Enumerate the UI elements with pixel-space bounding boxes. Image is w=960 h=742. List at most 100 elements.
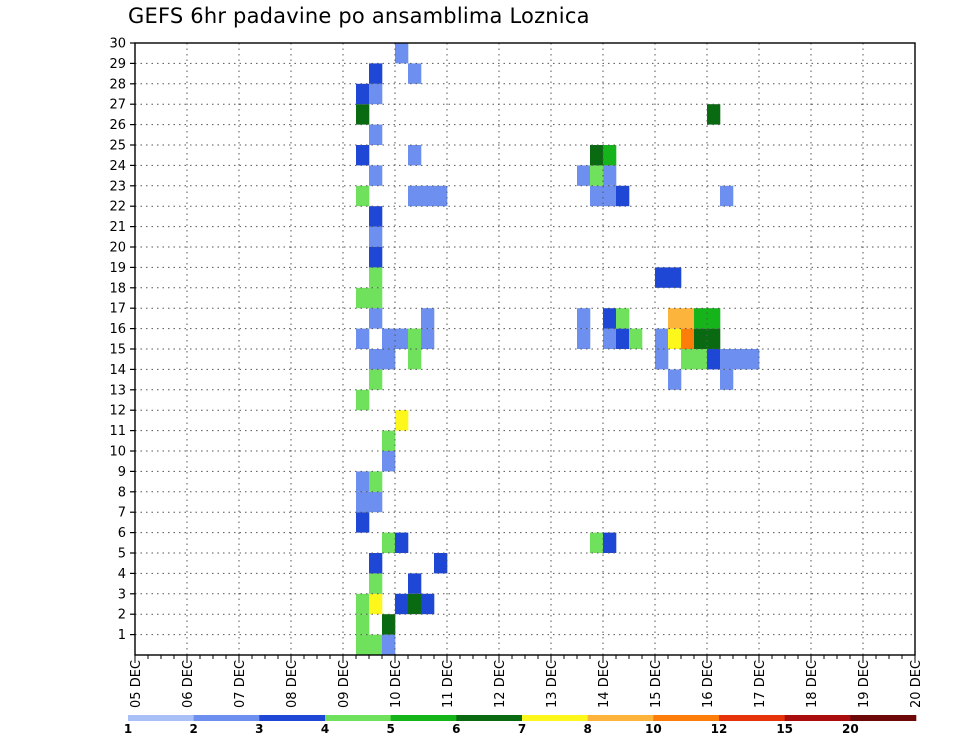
heat-cell [434, 553, 448, 574]
legend-swatch [193, 715, 260, 721]
y-tick-label: 18 [109, 281, 126, 296]
heat-cell [733, 349, 747, 370]
heat-cell [681, 328, 695, 349]
heat-cell [369, 491, 383, 513]
heat-cell [421, 328, 435, 349]
x-tick-label: 07 DEC [233, 660, 248, 708]
x-tick-label: 18 DEC [805, 660, 820, 708]
heat-cell [590, 145, 604, 166]
x-tick-label: 14 DEC [597, 660, 612, 708]
heat-cell [668, 267, 682, 288]
heat-cell [629, 328, 643, 349]
heat-cell [668, 328, 682, 349]
legend-swatch [259, 715, 326, 721]
y-tick-label: 10 [109, 445, 126, 460]
heat-cell [577, 308, 591, 329]
heat-cell [395, 328, 409, 349]
legend-swatch [456, 715, 523, 721]
x-tick-label: 13 DEC [545, 660, 560, 708]
heat-cell [590, 185, 604, 207]
legend-label: 8 [583, 722, 591, 736]
x-tick-label: 19 DEC [857, 660, 872, 708]
heat-cell [395, 593, 409, 615]
heat-cell [369, 165, 383, 186]
heat-cell [369, 349, 383, 370]
heat-cell [369, 267, 383, 288]
heat-cell [356, 104, 370, 125]
x-tick-label: 12 DEC [493, 660, 508, 708]
legend-label: 10 [645, 722, 662, 736]
heat-cell [369, 634, 383, 655]
heat-cell [408, 593, 422, 615]
heat-cell [577, 165, 591, 186]
cells-layer [356, 43, 760, 655]
heat-cell [616, 185, 630, 207]
heat-cell [434, 185, 448, 207]
heat-cell [603, 165, 617, 186]
heat-cell [408, 63, 422, 84]
heat-cell [382, 634, 396, 655]
heat-cell [720, 185, 734, 207]
y-tick-label: 21 [109, 220, 126, 235]
legend-label: 20 [842, 722, 859, 736]
legend-label: 5 [386, 722, 394, 736]
y-tick-label: 23 [109, 179, 126, 194]
heat-cell [590, 165, 604, 186]
x-tick-label: 16 DEC [701, 660, 716, 708]
x-tick-label: 17 DEC [753, 660, 768, 708]
heat-cell [694, 308, 708, 329]
y-tick-label: 28 [109, 77, 126, 92]
heat-cell [408, 349, 422, 370]
y-tick-label: 22 [109, 200, 126, 215]
y-tick-label: 3 [118, 587, 126, 602]
y-tick-label: 25 [109, 139, 126, 154]
legend-label: 4 [321, 722, 329, 736]
grid-layer [135, 43, 915, 655]
heat-cell [616, 328, 630, 349]
heat-cell [356, 185, 370, 207]
x-tick-label: 20 DEC [909, 660, 924, 708]
heat-cell [369, 308, 383, 329]
y-tick-label: 30 [109, 37, 126, 52]
heat-cell [382, 328, 396, 349]
heat-cell [356, 83, 370, 105]
heat-cell [694, 349, 708, 370]
heat-cell [356, 512, 370, 533]
y-tick-label: 7 [118, 506, 126, 521]
x-tick-label: 10 DEC [389, 660, 404, 708]
legend-swatch [784, 715, 851, 721]
heat-cell [408, 145, 422, 166]
y-tick-label: 17 [109, 302, 126, 317]
heat-cell [356, 593, 370, 615]
heat-cell [668, 308, 682, 329]
heat-cell [603, 328, 617, 349]
y-axis: 1234567891011121314151617181920212223242… [109, 37, 135, 643]
legend-swatch [325, 715, 391, 721]
y-tick-label: 13 [109, 383, 126, 398]
heat-cell [668, 369, 682, 390]
heat-cell [408, 185, 422, 207]
y-tick-label: 9 [118, 465, 126, 480]
heat-cell [382, 349, 396, 370]
heat-cell [356, 491, 370, 513]
heat-cell [369, 471, 383, 492]
heat-cell [655, 267, 669, 288]
heat-cell [655, 328, 669, 349]
heat-cell [720, 369, 734, 390]
heat-cell [681, 349, 695, 370]
y-tick-label: 26 [109, 118, 126, 133]
legend-label: 15 [776, 722, 793, 736]
heat-cell [382, 451, 396, 472]
x-tick-label: 11 DEC [441, 660, 456, 708]
heat-cell [707, 308, 721, 329]
legend-label: 12 [711, 722, 728, 736]
heat-cell [356, 145, 370, 166]
heat-cell [369, 573, 383, 594]
y-tick-label: 19 [109, 261, 126, 276]
heat-cell [707, 349, 721, 370]
heat-cell [356, 471, 370, 492]
heat-cell [603, 308, 617, 329]
heat-cell [577, 328, 591, 349]
heat-cell [369, 226, 383, 247]
